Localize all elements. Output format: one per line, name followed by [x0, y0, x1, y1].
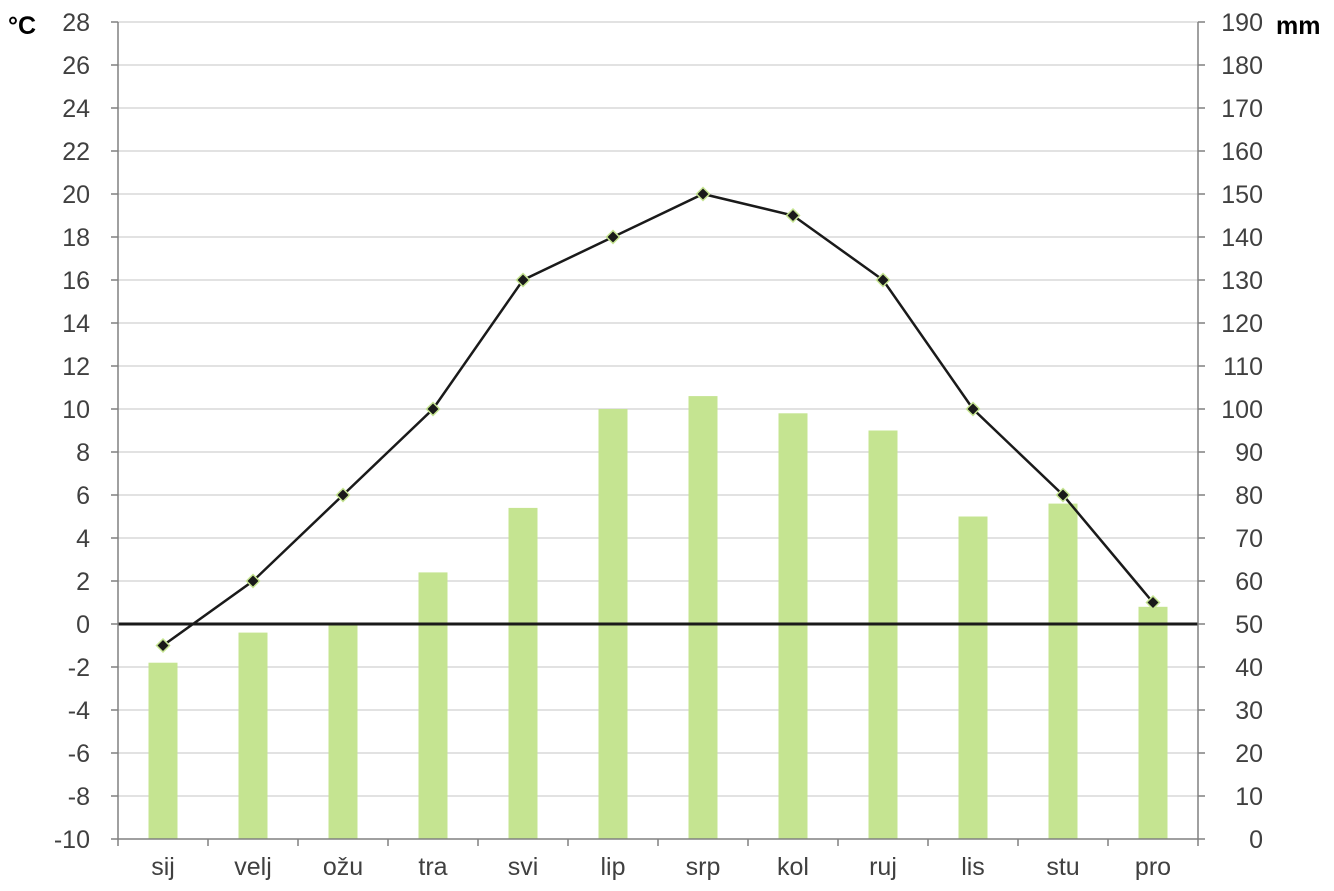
temperature-point-stu: [1055, 487, 1071, 503]
left-tick-label: 10: [62, 396, 90, 424]
precipitation-bars: [148, 396, 1168, 839]
temperature-point-velj: [245, 573, 261, 589]
left-tick-label: 20: [62, 181, 90, 209]
left-tick-label: 2: [76, 568, 90, 596]
left-tick-label: -4: [68, 697, 90, 725]
right-tick-label: 90: [1235, 439, 1263, 467]
right-tick-label: 10: [1235, 783, 1263, 811]
left-tick-label: 22: [62, 138, 90, 166]
bar-kol: [778, 413, 808, 839]
temperature-point-lis: [965, 401, 981, 417]
x-tick-label: pro: [1135, 853, 1171, 881]
temperature-point-sij: [155, 637, 171, 654]
temperature-point-svi: [515, 272, 531, 288]
right-tick-label: 130: [1221, 267, 1263, 295]
right-tick-label: 110: [1223, 353, 1263, 381]
left-axis-unit: °C: [8, 12, 36, 40]
left-tick-label: 26: [62, 52, 90, 80]
right-tick-label: 160: [1221, 138, 1263, 166]
right-tick-label: 50: [1235, 611, 1263, 639]
temperature-point-ožu: [335, 487, 351, 503]
left-tick-label: 28: [62, 9, 90, 37]
temperature-point-kol: [785, 207, 801, 224]
right-tick-label: 80: [1235, 482, 1263, 510]
bar-stu: [1048, 503, 1078, 839]
bar-lis: [958, 516, 988, 839]
right-tick-label: 30: [1235, 697, 1263, 725]
bar-ruj: [868, 430, 898, 839]
left-tick-label: 16: [62, 267, 90, 295]
left-tick-label: -2: [68, 654, 90, 682]
right-tick-label: 100: [1221, 396, 1263, 424]
right-tick-label: 150: [1221, 181, 1263, 209]
left-tick-label: 12: [62, 353, 90, 381]
right-tick-label: 180: [1221, 52, 1263, 80]
right-tick-label: 170: [1221, 95, 1263, 123]
right-tick-label: 120: [1221, 310, 1263, 338]
temperature-point-pro: [1145, 594, 1161, 611]
x-tick-label: srp: [686, 853, 721, 881]
temperature-point-srp: [695, 186, 711, 202]
temperature-point-ruj: [875, 272, 891, 288]
x-axis-tick-labels: sij velj ožu tra svi lip srp kol ruj lis stu pro: [151, 853, 1171, 881]
left-tick-label: 0: [76, 611, 90, 639]
x-tick-label: lip: [600, 853, 625, 881]
left-tick-label: -6: [68, 740, 90, 768]
x-tick-label: tra: [418, 853, 447, 881]
left-tick-label: 4: [76, 525, 90, 553]
left-tick-label: -8: [68, 783, 90, 811]
bar-srp: [688, 396, 718, 839]
right-tick-label: 40: [1235, 654, 1263, 682]
temperature-line-series: [155, 186, 1161, 654]
right-tick-label: 60: [1235, 568, 1263, 596]
left-tick-label: 6: [76, 482, 90, 510]
right-tick-label: 20: [1235, 740, 1263, 768]
right-tick-label: 0: [1249, 826, 1263, 854]
temperature-line: [162, 192, 1154, 647]
right-tick-label: 70: [1235, 525, 1263, 553]
bar-velj: [238, 632, 268, 839]
temperature-point-lip: [605, 229, 621, 245]
right-tick-label: 140: [1221, 224, 1263, 252]
axes: [111, 21, 1205, 846]
bar-sij: [148, 662, 178, 839]
x-tick-label: ruj: [869, 853, 897, 881]
left-tick-label: 24: [62, 95, 90, 123]
left-tick-label: -10: [54, 826, 90, 854]
temperature-point-tra: [425, 401, 441, 417]
right-axis-unit: mm: [1276, 12, 1320, 40]
x-tick-label: stu: [1046, 853, 1079, 881]
bar-ožu: [328, 624, 358, 839]
left-tick-label: 18: [62, 224, 90, 252]
left-tick-label: 8: [76, 439, 90, 467]
right-axis-tick-labels: 1901801701601501401301201101009080706050…: [1221, 9, 1263, 854]
x-tick-label: kol: [777, 853, 809, 881]
x-tick-label: velj: [234, 853, 272, 881]
bar-tra: [418, 572, 448, 839]
right-tick-label: 190: [1221, 9, 1263, 37]
x-tick-label: sij: [151, 853, 175, 881]
x-tick-label: svi: [508, 853, 539, 881]
left-tick-label: 14: [62, 310, 90, 338]
x-tick-label: lis: [961, 853, 985, 881]
x-tick-label: ožu: [323, 853, 363, 881]
gridlines: [118, 21, 1198, 797]
bar-pro: [1138, 606, 1168, 839]
bar-svi: [508, 507, 538, 839]
